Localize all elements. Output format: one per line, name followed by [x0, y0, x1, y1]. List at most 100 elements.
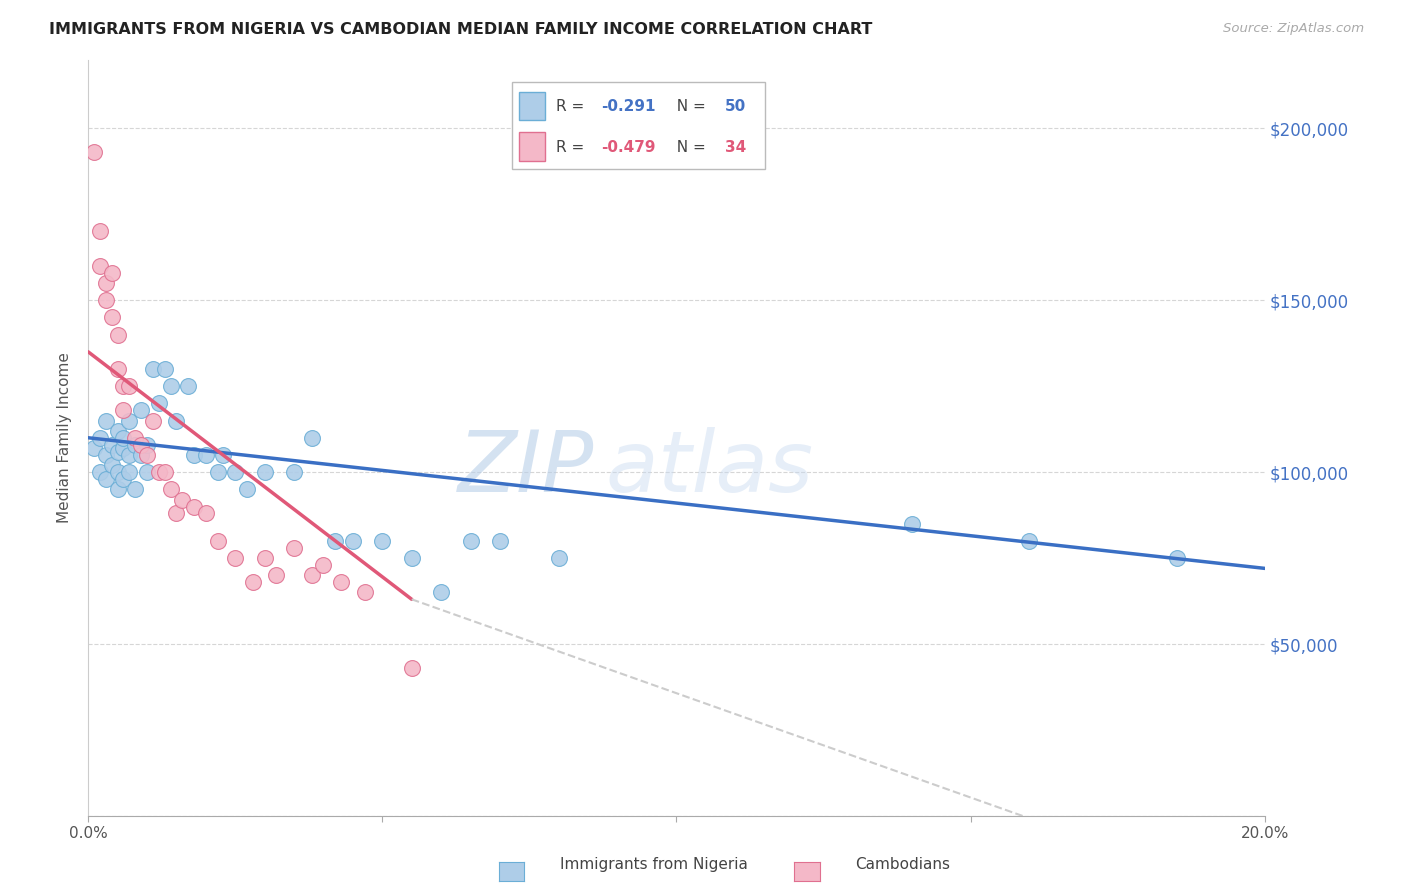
- Point: [118, 413, 141, 427]
- Point: [129, 437, 152, 451]
- Point: [118, 379, 141, 393]
- Point: [142, 362, 165, 376]
- Text: R =: R =: [557, 99, 589, 114]
- Point: [89, 259, 111, 273]
- Point: [148, 465, 170, 479]
- Point: [124, 483, 146, 497]
- Text: ZIP: ZIP: [458, 426, 595, 509]
- Point: [112, 379, 135, 393]
- Text: R =: R =: [557, 140, 589, 155]
- Point: [901, 516, 924, 531]
- Point: [107, 483, 129, 497]
- FancyBboxPatch shape: [519, 92, 544, 120]
- Point: [342, 533, 364, 548]
- Point: [107, 424, 129, 438]
- Point: [1166, 551, 1188, 566]
- Point: [183, 500, 205, 514]
- Point: [194, 448, 217, 462]
- Point: [124, 431, 146, 445]
- Point: [142, 413, 165, 427]
- Point: [129, 448, 152, 462]
- Point: [100, 310, 122, 325]
- Point: [89, 465, 111, 479]
- Text: 34: 34: [724, 140, 747, 155]
- FancyBboxPatch shape: [519, 132, 544, 161]
- Point: [107, 444, 129, 458]
- Point: [159, 379, 181, 393]
- Text: -0.291: -0.291: [602, 99, 655, 114]
- Point: [107, 362, 129, 376]
- Text: Cambodians: Cambodians: [855, 857, 950, 872]
- Point: [100, 437, 122, 451]
- Point: [129, 403, 152, 417]
- Point: [94, 448, 117, 462]
- Point: [460, 533, 482, 548]
- Text: 50: 50: [724, 99, 747, 114]
- Point: [112, 431, 135, 445]
- Text: IMMIGRANTS FROM NIGERIA VS CAMBODIAN MEDIAN FAMILY INCOME CORRELATION CHART: IMMIGRANTS FROM NIGERIA VS CAMBODIAN MED…: [49, 22, 873, 37]
- Point: [112, 441, 135, 455]
- Text: -0.479: -0.479: [602, 140, 655, 155]
- Point: [89, 225, 111, 239]
- Point: [283, 465, 305, 479]
- Point: [165, 413, 187, 427]
- Point: [159, 483, 181, 497]
- Point: [312, 558, 335, 572]
- Point: [136, 437, 159, 451]
- Point: [207, 533, 229, 548]
- Point: [283, 541, 305, 555]
- Point: [165, 507, 187, 521]
- Y-axis label: Median Family Income: Median Family Income: [58, 352, 72, 524]
- Point: [100, 266, 122, 280]
- Point: [94, 413, 117, 427]
- Point: [112, 472, 135, 486]
- Point: [1018, 533, 1040, 548]
- Point: [236, 483, 259, 497]
- Point: [100, 458, 122, 473]
- Text: atlas: atlas: [606, 426, 814, 509]
- Point: [253, 551, 276, 566]
- Point: [136, 448, 159, 462]
- Point: [89, 431, 111, 445]
- Point: [107, 465, 129, 479]
- Point: [118, 448, 141, 462]
- FancyBboxPatch shape: [512, 82, 765, 169]
- Point: [83, 145, 105, 160]
- Point: [489, 533, 512, 548]
- Point: [118, 465, 141, 479]
- Point: [83, 441, 105, 455]
- Point: [371, 533, 394, 548]
- Point: [194, 507, 217, 521]
- Text: N =: N =: [666, 99, 710, 114]
- Point: [401, 551, 423, 566]
- Point: [172, 492, 194, 507]
- Point: [94, 472, 117, 486]
- Point: [207, 465, 229, 479]
- Point: [224, 551, 246, 566]
- Point: [253, 465, 276, 479]
- Point: [353, 585, 375, 599]
- Point: [266, 568, 288, 582]
- Point: [94, 276, 117, 290]
- Point: [177, 379, 200, 393]
- Point: [112, 403, 135, 417]
- Point: [323, 533, 346, 548]
- Point: [183, 448, 205, 462]
- Point: [430, 585, 453, 599]
- Point: [107, 327, 129, 342]
- Point: [94, 293, 117, 308]
- Point: [242, 575, 264, 590]
- Text: Immigrants from Nigeria: Immigrants from Nigeria: [560, 857, 748, 872]
- Point: [136, 465, 159, 479]
- Point: [301, 568, 323, 582]
- Point: [148, 396, 170, 410]
- Point: [224, 465, 246, 479]
- Point: [212, 448, 235, 462]
- Point: [401, 661, 423, 675]
- Point: [330, 575, 353, 590]
- Text: N =: N =: [666, 140, 710, 155]
- Point: [153, 465, 176, 479]
- Text: Source: ZipAtlas.com: Source: ZipAtlas.com: [1223, 22, 1364, 36]
- Point: [153, 362, 176, 376]
- Point: [124, 437, 146, 451]
